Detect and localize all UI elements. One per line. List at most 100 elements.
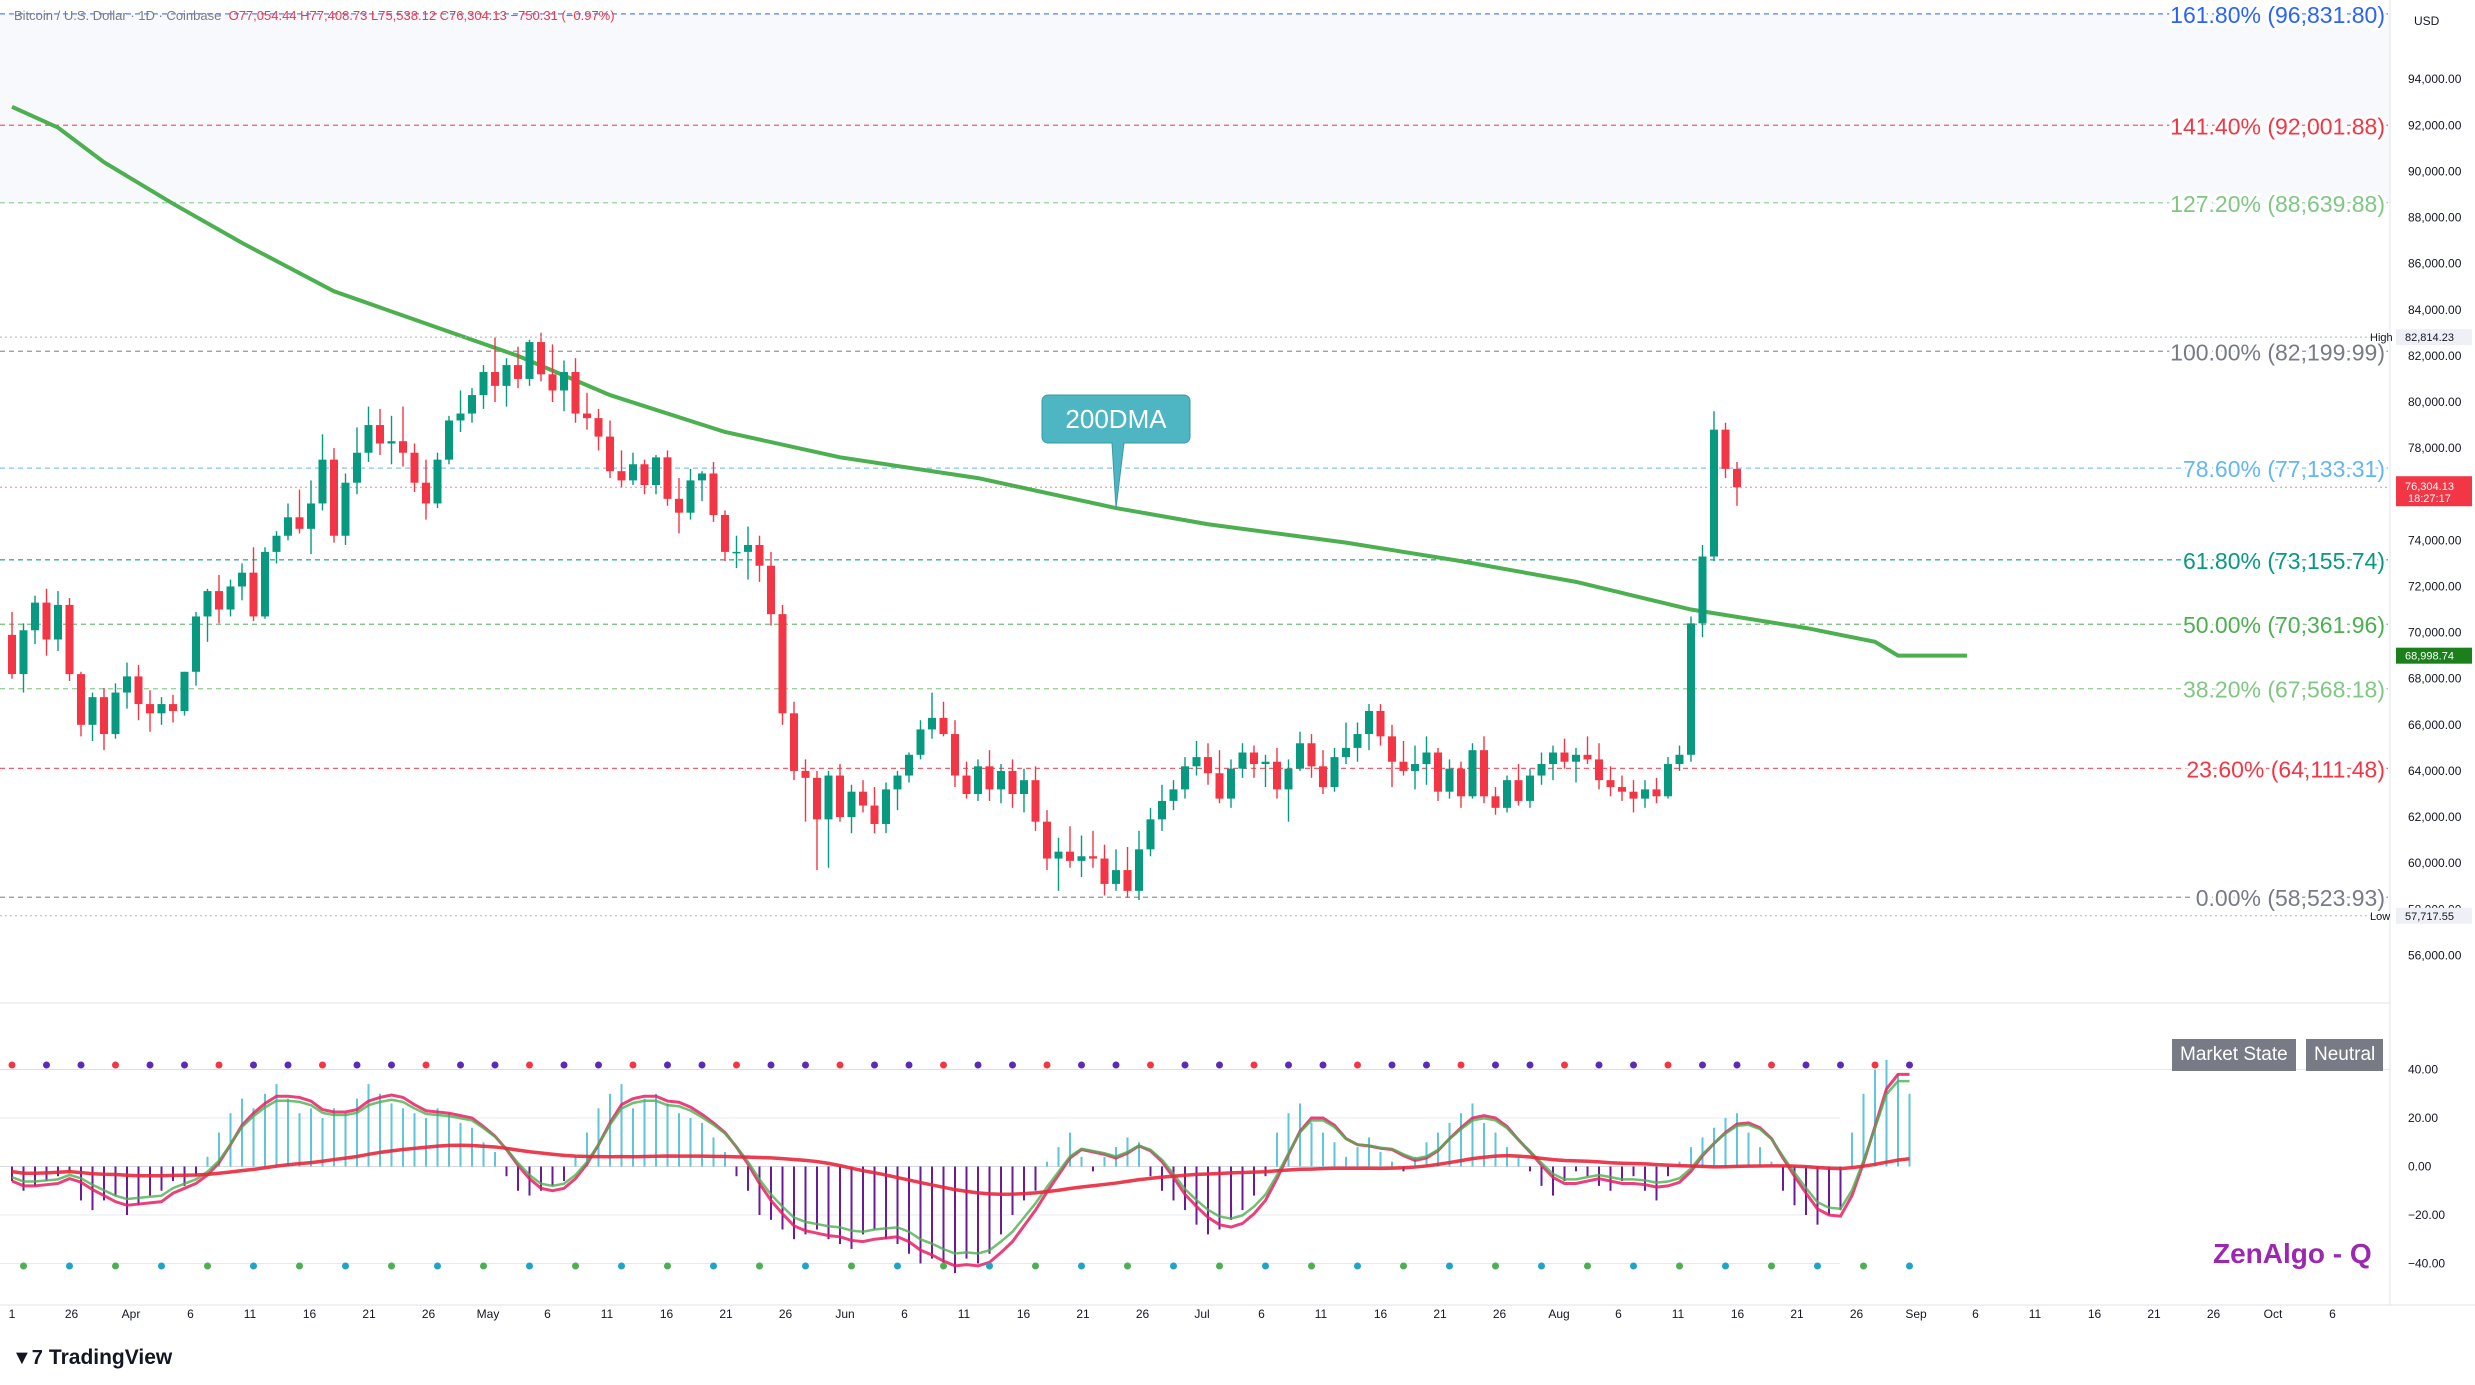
osc-bottom-marker	[1584, 1262, 1591, 1270]
market-state-value: Neutral	[2306, 1039, 2384, 1071]
candle	[1399, 740, 1408, 776]
candle-body	[307, 503, 315, 529]
osc-top-marker	[1423, 1061, 1430, 1069]
osc-bottom-marker	[618, 1262, 625, 1270]
market-state-label: Market State	[2172, 1039, 2296, 1071]
price-tick: 72,000.00	[2408, 579, 2462, 593]
osc-top-marker	[388, 1061, 395, 1069]
osc-bottom-marker	[250, 1262, 257, 1270]
candle-body	[1376, 710, 1385, 737]
candle-body	[192, 616, 200, 672]
osc-top-marker	[560, 1061, 568, 1069]
candle	[1307, 734, 1316, 778]
price-tick: 82,000.00	[2408, 349, 2462, 363]
candle-body	[1733, 468, 1741, 488]
fib-label: 100.00% (82,199.99)	[2170, 339, 2385, 365]
osc-top-marker	[1319, 1061, 1327, 1069]
candle	[537, 332, 545, 382]
candle	[928, 692, 936, 739]
time-tick: May	[477, 1307, 500, 1321]
osc-top-marker	[1009, 1061, 1016, 1069]
candle	[1537, 752, 1546, 785]
candle	[1365, 704, 1373, 751]
candle-body	[502, 365, 511, 386]
candle-body	[215, 591, 223, 610]
candle-body	[1330, 757, 1339, 788]
time-tick: 1	[9, 1307, 16, 1321]
low-tag: Low	[2370, 911, 2390, 923]
candle-body	[1227, 768, 1235, 799]
candle-body	[1043, 821, 1051, 859]
osc-bottom-marker	[1676, 1262, 1683, 1270]
osc-top-marker	[1768, 1061, 1775, 1069]
candle-body	[537, 342, 545, 375]
osc-bottom-marker	[1124, 1262, 1131, 1270]
candle-body	[1307, 743, 1316, 767]
candle	[1434, 747, 1442, 801]
candle-body	[1411, 764, 1419, 771]
osc-top-marker	[1147, 1061, 1154, 1069]
fib-label: 0.00% (58,523.93)	[2196, 885, 2385, 911]
last-price-bg	[2396, 476, 2472, 507]
osc-bottom-marker	[388, 1262, 395, 1270]
osc-bottom-marker	[1906, 1262, 1913, 1270]
candle	[111, 683, 120, 739]
osc-bottom-marker	[66, 1262, 73, 1270]
candle-body	[974, 766, 982, 794]
candle-body	[180, 671, 189, 711]
candle-body	[445, 420, 453, 460]
candle-body	[1181, 766, 1189, 790]
candle	[1146, 807, 1155, 857]
candle	[1123, 847, 1132, 898]
candle-body	[1618, 787, 1626, 792]
candle	[1514, 764, 1523, 806]
candle-body	[399, 441, 407, 453]
candle	[1261, 754, 1270, 788]
osc-top-marker	[940, 1061, 947, 1069]
osc-bottom-marker	[848, 1262, 855, 1270]
osc-bottom-marker	[756, 1262, 763, 1270]
candle-body	[1273, 761, 1281, 790]
time-tick: 11	[1672, 1307, 1685, 1321]
candle-body	[42, 602, 51, 640]
osc-top-marker	[1733, 1061, 1741, 1069]
candle	[1158, 784, 1166, 831]
candle-body	[744, 544, 752, 552]
candle	[790, 701, 798, 781]
last-price-timer: 18:27:17	[2408, 493, 2451, 505]
ma-value-bg	[2396, 647, 2472, 664]
osc-bottom-marker	[480, 1262, 487, 1270]
candle-body	[364, 425, 373, 453]
candle-body	[1319, 766, 1327, 788]
candle-body	[203, 591, 212, 617]
candle-body	[134, 676, 143, 705]
candle	[1491, 787, 1500, 815]
candle	[1169, 780, 1178, 811]
time-tick: 6	[901, 1307, 908, 1321]
candle-body	[1514, 780, 1523, 801]
fib-label: 50.00% (70,361.96)	[2183, 612, 2385, 638]
candle-body	[1250, 752, 1258, 765]
tradingview-brand[interactable]: ▼7 TradingView	[12, 1346, 172, 1370]
candle-body	[353, 452, 361, 483]
candle	[491, 337, 499, 402]
osc-top-marker	[974, 1061, 982, 1069]
osc-tick: −40.00	[2408, 1256, 2445, 1270]
osc-top-marker	[733, 1061, 740, 1069]
candle-body	[1261, 761, 1270, 765]
osc-top-marker	[1388, 1061, 1396, 1069]
candle	[295, 489, 304, 534]
currency-label: USD	[2414, 14, 2440, 28]
time-tick: 6	[1615, 1307, 1622, 1321]
osc-bottom-marker	[1078, 1262, 1085, 1270]
osc-top-marker	[1837, 1061, 1844, 1069]
candle	[1457, 761, 1465, 808]
price-tick: 68,000.00	[2408, 672, 2462, 686]
candle-body	[801, 770, 810, 778]
candle	[1342, 722, 1350, 765]
time-tick: 21	[1076, 1307, 1090, 1321]
osc-bottom-marker	[20, 1262, 27, 1270]
fib-label: 38.20% (67,568.18)	[2183, 677, 2385, 703]
candle	[203, 588, 212, 642]
